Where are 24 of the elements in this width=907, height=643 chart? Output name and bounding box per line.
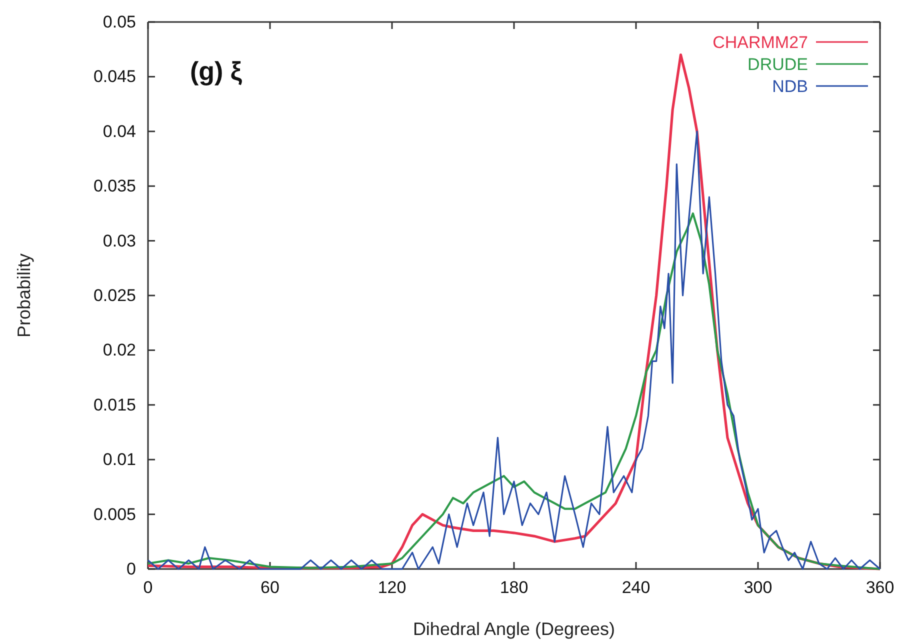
y-tick-label: 0.035 bbox=[93, 176, 136, 196]
y-tick-label: 0.02 bbox=[102, 340, 136, 360]
x-tick-label: 180 bbox=[500, 578, 528, 598]
x-tick-label: 60 bbox=[260, 578, 280, 598]
y-axis-title: Probability bbox=[14, 253, 34, 338]
x-tick-label: 240 bbox=[622, 578, 650, 598]
annotation: (g) ξ bbox=[190, 56, 242, 86]
y-tick-label: 0.04 bbox=[102, 122, 136, 141]
y-tick-label: 0.01 bbox=[102, 450, 136, 470]
y-tick-label: 0.005 bbox=[93, 504, 136, 524]
x-tick-label: 360 bbox=[866, 578, 894, 598]
y-tick-label: 0.025 bbox=[93, 286, 136, 305]
y-tick-label: 0.03 bbox=[102, 231, 136, 250]
x-tick-label: 120 bbox=[378, 578, 406, 598]
x-tick-label: 0 bbox=[143, 578, 153, 598]
legend-label: NDB bbox=[772, 77, 808, 96]
legend-label: DRUDE bbox=[748, 55, 808, 74]
legend-label: CHARMM27 bbox=[712, 33, 808, 52]
y-tick-label: 0.045 bbox=[93, 67, 136, 86]
y-tick-label: 0.015 bbox=[93, 395, 136, 414]
x-axis-title: Dihedral Angle (Degrees) bbox=[412, 619, 616, 639]
x-tick-label: 300 bbox=[744, 578, 772, 598]
y-tick-label: 0.05 bbox=[102, 12, 136, 32]
y-tick-label: 0 bbox=[126, 559, 136, 578]
